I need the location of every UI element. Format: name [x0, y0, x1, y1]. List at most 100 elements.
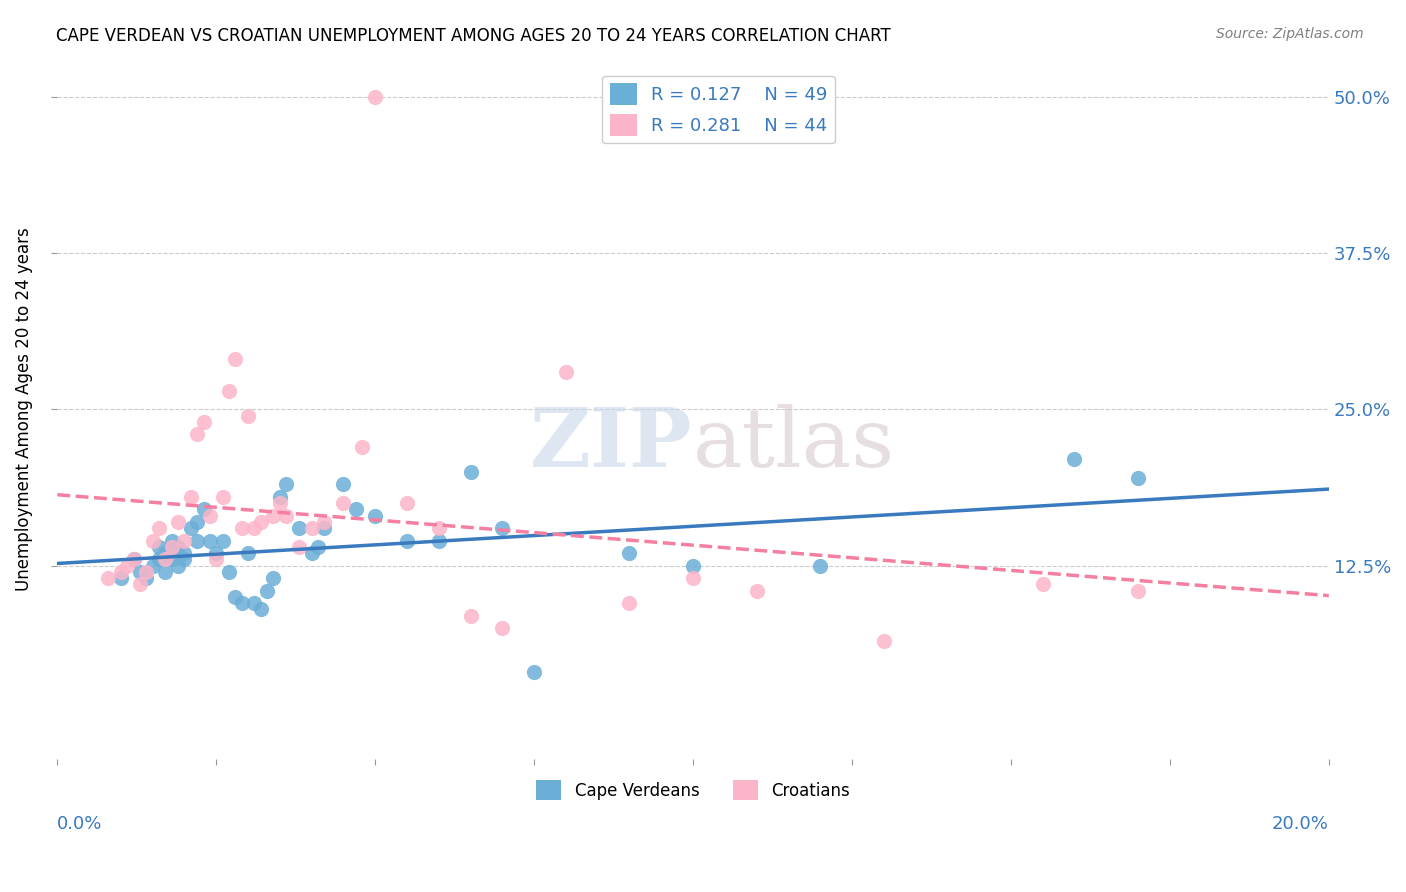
Point — [193, 502, 215, 516]
Point — [249, 515, 271, 529]
Text: CAPE VERDEAN VS CROATIAN UNEMPLOYMENT AMONG AGES 20 TO 24 YEARS CORRELATION CHAR: CAPE VERDEAN VS CROATIAN UNEMPLOYMENT AM… — [56, 27, 891, 45]
Point — [224, 352, 246, 367]
Point — [344, 502, 367, 516]
Point — [211, 533, 233, 548]
Legend: Cape Verdeans, Croatians: Cape Verdeans, Croatians — [530, 773, 856, 807]
Point — [1126, 583, 1149, 598]
Point — [276, 508, 298, 523]
Point — [218, 565, 240, 579]
Point — [198, 508, 221, 523]
Point — [262, 508, 284, 523]
Point — [395, 496, 418, 510]
Point — [180, 490, 202, 504]
Point — [155, 546, 177, 560]
Point — [554, 365, 576, 379]
Point — [491, 621, 513, 635]
Point — [135, 571, 157, 585]
Point — [236, 546, 259, 560]
Point — [523, 665, 546, 679]
Point — [682, 571, 704, 585]
Point — [332, 496, 354, 510]
Text: ZIP: ZIP — [530, 404, 693, 484]
Point — [231, 596, 253, 610]
Point — [122, 552, 145, 566]
Point — [314, 521, 336, 535]
Point — [167, 515, 190, 529]
Point — [269, 496, 291, 510]
Point — [243, 521, 266, 535]
Point — [148, 521, 170, 535]
Y-axis label: Unemployment Among Ages 20 to 24 years: Unemployment Among Ages 20 to 24 years — [15, 227, 32, 591]
Point — [427, 521, 450, 535]
Point — [148, 540, 170, 554]
Point — [256, 583, 278, 598]
Point — [364, 90, 387, 104]
Text: 0.0%: 0.0% — [58, 815, 103, 833]
Point — [1032, 577, 1054, 591]
Point — [180, 521, 202, 535]
Point — [243, 596, 266, 610]
Point — [218, 384, 240, 398]
Point — [173, 546, 195, 560]
Point — [1063, 452, 1085, 467]
Point — [186, 515, 208, 529]
Point — [205, 546, 228, 560]
Text: 20.0%: 20.0% — [1272, 815, 1329, 833]
Point — [135, 565, 157, 579]
Point — [110, 571, 132, 585]
Point — [155, 565, 177, 579]
Point — [460, 608, 482, 623]
Point — [173, 552, 195, 566]
Text: atlas: atlas — [693, 404, 896, 484]
Point — [314, 515, 336, 529]
Point — [395, 533, 418, 548]
Point — [288, 521, 311, 535]
Point — [236, 409, 259, 423]
Point — [110, 565, 132, 579]
Point — [269, 490, 291, 504]
Point — [148, 552, 170, 566]
Point — [155, 552, 177, 566]
Point — [160, 552, 183, 566]
Point — [142, 558, 165, 573]
Point — [129, 565, 152, 579]
Point — [427, 533, 450, 548]
Point — [276, 477, 298, 491]
Point — [249, 602, 271, 616]
Point — [231, 521, 253, 535]
Point — [491, 521, 513, 535]
Point — [460, 465, 482, 479]
Point — [160, 540, 183, 554]
Point — [873, 633, 896, 648]
Point — [115, 558, 138, 573]
Point — [129, 577, 152, 591]
Point — [205, 552, 228, 566]
Point — [619, 546, 641, 560]
Point — [332, 477, 354, 491]
Point — [142, 533, 165, 548]
Point — [173, 533, 195, 548]
Point — [262, 571, 284, 585]
Point — [224, 590, 246, 604]
Point — [211, 490, 233, 504]
Point — [288, 540, 311, 554]
Point — [682, 558, 704, 573]
Point — [352, 440, 374, 454]
Point — [364, 508, 387, 523]
Point — [301, 521, 323, 535]
Point — [198, 533, 221, 548]
Point — [97, 571, 120, 585]
Text: Source: ZipAtlas.com: Source: ZipAtlas.com — [1216, 27, 1364, 41]
Point — [301, 546, 323, 560]
Point — [167, 558, 190, 573]
Point — [160, 533, 183, 548]
Point — [1126, 471, 1149, 485]
Point — [808, 558, 831, 573]
Point — [186, 533, 208, 548]
Point — [167, 540, 190, 554]
Point — [193, 415, 215, 429]
Point — [186, 427, 208, 442]
Point — [122, 552, 145, 566]
Point — [745, 583, 768, 598]
Point — [307, 540, 329, 554]
